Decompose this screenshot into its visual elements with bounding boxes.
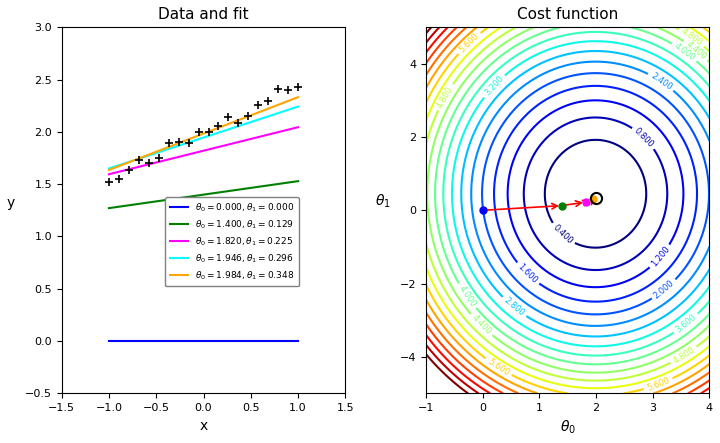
$\theta_0 = 1.820, \theta_1 = 0.225$ <box>294 124 302 130</box>
Text: 5.600: 5.600 <box>646 376 671 392</box>
Text: 4.800: 4.800 <box>436 85 455 109</box>
Y-axis label: $\theta_1$: $\theta_1$ <box>375 193 391 210</box>
X-axis label: x: x <box>199 419 207 433</box>
Text: 2.800: 2.800 <box>502 296 526 318</box>
Text: 3.600: 3.600 <box>674 313 698 335</box>
Text: 5.600: 5.600 <box>457 31 481 54</box>
$\theta_0 = 0.000, \theta_1 = 0.000$ <box>294 338 302 344</box>
Text: 2.000: 2.000 <box>652 279 676 301</box>
$\theta_0 = 1.946, \theta_1 = 0.296$ <box>294 104 302 109</box>
Title: Cost function: Cost function <box>517 7 618 22</box>
Line: $\theta_0 = 1.984, \theta_1 = 0.348$: $\theta_0 = 1.984, \theta_1 = 0.348$ <box>109 97 298 170</box>
Text: 4.400: 4.400 <box>469 314 492 337</box>
Text: 4.800: 4.800 <box>680 27 704 48</box>
$\theta_0 = 0.000, \theta_1 = 0.000$ <box>104 338 113 344</box>
$\theta_0 = 1.400, \theta_1 = 0.129$ <box>104 206 113 211</box>
Text: 2.400: 2.400 <box>649 71 673 92</box>
$\theta_0 = 1.984, \theta_1 = 0.348$ <box>104 167 113 173</box>
Line: $\theta_0 = 1.820, \theta_1 = 0.225$: $\theta_0 = 1.820, \theta_1 = 0.225$ <box>109 127 298 174</box>
Text: 4.800: 4.800 <box>672 345 696 365</box>
$\theta_0 = 1.984, \theta_1 = 0.348$ <box>294 94 302 100</box>
Text: 1.600: 1.600 <box>516 262 539 285</box>
Text: 3.200: 3.200 <box>482 74 505 98</box>
Text: 1.200: 1.200 <box>649 245 672 269</box>
Text: 4.000: 4.000 <box>456 284 477 308</box>
Text: 4.000: 4.000 <box>672 41 697 62</box>
Text: 4.400: 4.400 <box>684 39 708 61</box>
Text: 0.800: 0.800 <box>633 126 656 149</box>
$\theta_0 = 1.946, \theta_1 = 0.296$ <box>104 166 113 171</box>
Line: $\theta_0 = 1.946, \theta_1 = 0.296$: $\theta_0 = 1.946, \theta_1 = 0.296$ <box>109 107 298 168</box>
$\theta_0 = 1.820, \theta_1 = 0.225$ <box>104 171 113 177</box>
X-axis label: $\theta_0$: $\theta_0$ <box>559 419 575 436</box>
Text: 5.600: 5.600 <box>486 357 510 377</box>
Legend: $\theta_0 = 0.000, \theta_1 = 0.000$, $\theta_0 = 1.400, \theta_1 = 0.129$, $\th: $\theta_0 = 0.000, \theta_1 = 0.000$, $\… <box>165 197 299 286</box>
Text: 0.400: 0.400 <box>551 223 574 246</box>
Line: $\theta_0 = 1.400, \theta_1 = 0.129$: $\theta_0 = 1.400, \theta_1 = 0.129$ <box>109 181 298 208</box>
Title: Data and fit: Data and fit <box>158 7 249 22</box>
Y-axis label: y: y <box>7 196 15 210</box>
$\theta_0 = 1.400, \theta_1 = 0.129$ <box>294 179 302 184</box>
